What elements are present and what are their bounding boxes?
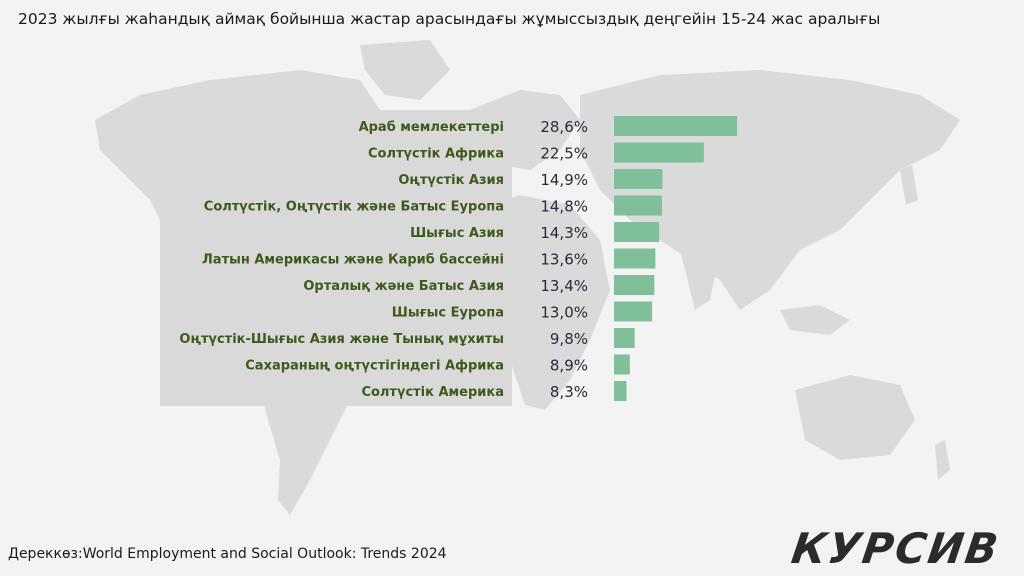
value-label: 8,3% xyxy=(550,383,588,401)
category-label: Орталық және Батыс Азия xyxy=(303,279,504,294)
category-label: Оңтүстік Азия xyxy=(398,173,504,188)
category-label: Сахараның оңтүстігіндегі Африка xyxy=(245,359,504,374)
bar xyxy=(614,248,656,269)
bar xyxy=(614,142,704,163)
kursiv-logo: КУРСИВ xyxy=(788,524,1003,573)
category-label: Солтүстік, Оңтүстік және Батыс Еуропа xyxy=(204,200,504,215)
bar xyxy=(614,275,655,295)
category-label: Шығыс Еуропа xyxy=(392,306,504,321)
value-label: 14,9% xyxy=(540,171,588,189)
category-label: Солтүстік Америка xyxy=(361,385,504,400)
chart-title: 2023 жылғы жаһандық аймақ бойынша жастар… xyxy=(18,10,881,28)
bar xyxy=(614,195,662,216)
value-label: 13,0% xyxy=(540,304,588,322)
bar xyxy=(614,169,663,189)
value-label: 13,6% xyxy=(540,251,588,269)
bar xyxy=(614,354,630,375)
bar xyxy=(614,381,627,401)
category-label: Латын Америкасы және Кариб бассейні xyxy=(202,253,504,268)
value-label: 14,3% xyxy=(540,224,588,242)
category-label: Солтүстік Африка xyxy=(368,147,504,162)
category-label: Шығыс Азия xyxy=(410,226,504,241)
label-panel xyxy=(160,110,512,406)
bar xyxy=(614,116,737,136)
source-note: Дереккөз:World Employment and Social Out… xyxy=(8,546,447,562)
category-label: Оңтүстік-Шығыс Азия және Тынық мұхиты xyxy=(179,332,504,347)
value-label: 9,8% xyxy=(550,330,588,348)
bar xyxy=(614,328,635,348)
category-label: Араб мемлекеттері xyxy=(359,120,504,135)
value-label: 14,8% xyxy=(540,198,588,216)
bar xyxy=(614,301,653,322)
value-label: 28,6% xyxy=(540,118,588,136)
value-label: 13,4% xyxy=(540,277,588,295)
value-label: 22,5% xyxy=(540,145,588,163)
bar xyxy=(614,222,660,242)
value-label: 8,9% xyxy=(550,357,588,375)
